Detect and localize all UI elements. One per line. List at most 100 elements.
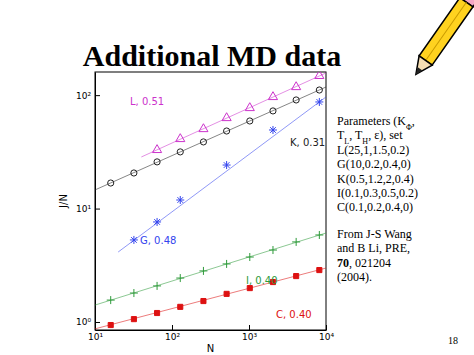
parameters-run: , ε), set [368, 128, 403, 142]
parameters-run: G(10,0.2,0.4,0) [337, 157, 411, 171]
data-point [315, 231, 323, 239]
series [141, 72, 326, 157]
x-axis: 10¹10²10³10⁴ [88, 325, 334, 342]
data-point [178, 304, 183, 309]
data-point [176, 134, 185, 142]
x-tick-mark [249, 325, 250, 330]
data-point [177, 149, 183, 155]
citation-line: From J-S Wang [337, 227, 412, 241]
citation-line: 70, 021204 [337, 256, 391, 270]
citation-line: and B Li, PRE, [337, 241, 410, 255]
series [95, 231, 326, 305]
data-point [153, 282, 161, 290]
data-point [200, 139, 206, 145]
y-axis-line [95, 73, 96, 331]
data-point [315, 72, 324, 78]
data-point [223, 260, 231, 268]
citation-run: and B Li, PRE, [337, 241, 410, 255]
y-tick-label: 10⁰ [76, 317, 91, 327]
pencil-body [419, 0, 473, 65]
parameters-line: C(0.1,0.2,0.4,0) [337, 200, 413, 214]
plot-frame [95, 72, 326, 330]
pencil-icon [409, 0, 474, 79]
x-tick: 10² [165, 325, 180, 342]
data-point [223, 161, 231, 169]
pencil-stripe [426, 2, 467, 60]
y-tick-label: 10² [76, 91, 91, 101]
data-point [222, 113, 231, 121]
fit-line [95, 268, 326, 329]
data-point [247, 118, 253, 124]
data-point [316, 87, 322, 93]
parameters-run: C(0.1,0.2,0.4,0) [337, 200, 413, 214]
y-axis: 10⁰ 10¹ 10² [76, 73, 100, 331]
data-point [201, 298, 206, 303]
data-point [270, 108, 276, 114]
x-tick-mark [326, 325, 327, 330]
series-label: C, 0.40 [276, 309, 312, 320]
y-tick-mark [95, 322, 100, 323]
data-point [268, 92, 277, 100]
parameters-run: , T [349, 128, 363, 142]
parameters-line: L(25,1,1.5,0.2) [337, 143, 409, 157]
x-tick-label: 10² [165, 332, 180, 342]
x-tick: 10³ [242, 325, 257, 342]
slide-background [0, 0, 474, 355]
slide-title: Additional MD data [83, 39, 341, 72]
series [95, 268, 326, 329]
data-point [108, 322, 113, 327]
x-axis-line [96, 330, 327, 331]
x-tick-label: 10³ [242, 332, 257, 342]
y-tick: 10² [76, 91, 100, 101]
series-label: G, 0.48 [140, 235, 176, 246]
x-tick-label: 10⁴ [319, 332, 334, 342]
x-tick-mark [172, 325, 173, 330]
data-point [176, 274, 184, 282]
y-tick: 10⁰ [76, 317, 100, 327]
parameters-run: I(0.1,0.3,0.5,0.2) [337, 186, 418, 200]
citation-line: (2004). [337, 270, 372, 284]
y-tick: 10¹ [76, 204, 100, 214]
fit-line [118, 97, 326, 252]
data-point [199, 124, 208, 132]
y-axis-title: J/N [58, 194, 69, 209]
data-point [224, 291, 229, 296]
data-point [153, 218, 161, 226]
y-tick-mark [95, 209, 100, 210]
data-point [315, 98, 323, 106]
data-point [317, 268, 322, 273]
pencil-tip [409, 56, 432, 79]
parameters-run: L(25,1,1.5,0.2) [337, 143, 409, 157]
data-point [107, 296, 115, 304]
series-label: I, 0.40 [246, 275, 278, 286]
data-point [269, 126, 277, 134]
data-point [131, 170, 137, 176]
y-tick-label: 10¹ [76, 204, 91, 214]
data-point [199, 267, 207, 275]
data-point [176, 196, 184, 204]
parameters-line: K(0.5,1.2,2,0.4) [337, 172, 414, 186]
citation-run: 70 [337, 256, 349, 270]
data-point [292, 238, 300, 246]
page-number: 18 [448, 335, 458, 346]
slide: Additional MD dataParameters (KΦ,TL, TH,… [0, 0, 474, 355]
parameters-line: I(0.1,0.3,0.5,0.2) [337, 186, 418, 200]
data-point [153, 145, 162, 153]
data-point [269, 246, 277, 254]
fit-line [95, 233, 326, 305]
x-tick: 10⁴ [319, 325, 334, 342]
fit-line [141, 73, 326, 157]
data-point [245, 103, 254, 111]
parameters-run: K(0.5,1.2,2,0.4) [337, 172, 414, 186]
parameters-line: G(10,0.2,0.4,0) [337, 157, 411, 171]
series-label: K, 0.31 [290, 137, 325, 148]
pencil-lead [413, 67, 422, 76]
data-point [108, 180, 114, 186]
y-tick-mark [95, 95, 100, 96]
fit-line [95, 87, 326, 190]
x-axis-title: N [207, 343, 214, 354]
series [118, 97, 326, 252]
series [95, 87, 326, 190]
data-point [154, 159, 160, 165]
data-point [130, 236, 138, 244]
